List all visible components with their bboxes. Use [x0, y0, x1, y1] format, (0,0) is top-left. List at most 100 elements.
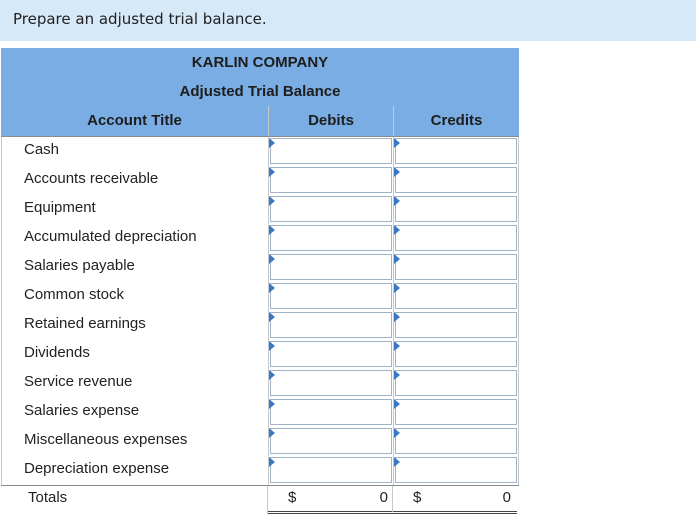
debit-input[interactable] — [270, 196, 392, 222]
entry-marker-icon — [269, 167, 275, 177]
debit-input[interactable] — [270, 457, 392, 483]
totals-debits-currency: $ — [288, 489, 297, 506]
credit-input[interactable] — [395, 225, 517, 251]
entry-marker-icon — [394, 138, 400, 148]
entry-marker-icon — [394, 283, 400, 293]
credit-input[interactable] — [395, 341, 517, 367]
table-row: Salaries payable — [2, 253, 518, 282]
totals-credits-currency: $ — [413, 489, 422, 506]
table-row: Common stock — [2, 282, 518, 311]
table-row: Cash — [2, 137, 518, 166]
entry-marker-icon — [394, 457, 400, 467]
debit-input[interactable] — [270, 138, 392, 164]
table-row: Dividends — [2, 340, 518, 369]
credit-cell — [393, 427, 518, 456]
debit-input[interactable] — [270, 370, 392, 396]
debit-cell — [269, 166, 393, 195]
debit-input[interactable] — [270, 428, 392, 454]
column-header-debits: Debits — [268, 106, 393, 136]
debit-cell — [269, 369, 393, 398]
debit-cell — [269, 137, 393, 166]
debit-input[interactable] — [270, 341, 392, 367]
entry-marker-icon — [394, 196, 400, 206]
credit-input[interactable] — [395, 428, 517, 454]
column-header-account: Account Title — [87, 112, 182, 129]
table-row: Miscellaneous expenses — [2, 427, 518, 456]
debit-input[interactable] — [270, 254, 392, 280]
entry-marker-icon — [269, 312, 275, 322]
table-row: Accumulated depreciation — [2, 224, 518, 253]
entry-marker-icon — [394, 428, 400, 438]
debit-input[interactable] — [270, 167, 392, 193]
debit-cell — [269, 311, 393, 340]
account-title: Equipment — [2, 195, 269, 224]
credit-input[interactable] — [395, 283, 517, 309]
debit-cell — [269, 340, 393, 369]
credit-input[interactable] — [395, 312, 517, 338]
debit-input[interactable] — [270, 312, 392, 338]
credit-cell — [393, 195, 518, 224]
totals-debits-value: 0 — [379, 489, 388, 506]
entry-marker-icon — [394, 254, 400, 264]
credit-cell — [393, 456, 518, 485]
entry-marker-icon — [269, 341, 275, 351]
entry-marker-icon — [269, 399, 275, 409]
credit-input[interactable] — [395, 370, 517, 396]
totals-credits-value: 0 — [502, 489, 511, 506]
company-name: KARLIN COMPANY — [191, 54, 329, 71]
entry-marker-icon — [269, 457, 275, 467]
debit-cell — [269, 398, 393, 427]
account-title: Cash — [2, 137, 269, 166]
debit-input[interactable] — [270, 283, 392, 309]
credit-cell — [393, 253, 518, 282]
credit-input[interactable] — [395, 167, 517, 193]
totals-label: Totals — [1, 486, 268, 514]
table-body: Cash Accounts receivable Equipment Accumula… — [1, 137, 519, 485]
entry-marker-icon — [269, 283, 275, 293]
debit-input[interactable] — [270, 225, 392, 251]
credit-input[interactable] — [395, 457, 517, 483]
table-row: Depreciation expense — [2, 456, 518, 485]
debit-cell — [269, 224, 393, 253]
debit-input[interactable] — [270, 399, 392, 425]
trial-balance-table: KARLIN COMPANY Adjusted Trial Balance Ac… — [1, 48, 519, 514]
account-title: Miscellaneous expenses — [2, 427, 269, 456]
credit-cell — [393, 398, 518, 427]
debit-cell — [269, 456, 393, 485]
table-row: Retained earnings — [2, 311, 518, 340]
table-row: Accounts receivable — [2, 166, 518, 195]
account-title: Service revenue — [2, 369, 269, 398]
debit-cell — [269, 282, 393, 311]
credit-cell — [393, 282, 518, 311]
statement-title: Adjusted Trial Balance — [179, 83, 341, 100]
credit-input[interactable] — [395, 254, 517, 280]
entry-marker-icon — [269, 370, 275, 380]
account-title: Dividends — [2, 340, 269, 369]
table-row: Equipment — [2, 195, 518, 224]
entry-marker-icon — [394, 341, 400, 351]
account-title: Retained earnings — [2, 311, 269, 340]
table-row: Service revenue — [2, 369, 518, 398]
entry-marker-icon — [269, 254, 275, 264]
account-title: Salaries payable — [2, 253, 269, 282]
entry-marker-icon — [269, 138, 275, 148]
column-header-row: Account Title Debits Credits — [1, 106, 519, 137]
table-row: Salaries expense — [2, 398, 518, 427]
account-title: Accounts receivable — [2, 166, 269, 195]
entry-marker-icon — [394, 312, 400, 322]
account-title: Accumulated depreciation — [2, 224, 269, 253]
credit-cell — [393, 311, 518, 340]
table-header: KARLIN COMPANY Adjusted Trial Balance Ac… — [1, 48, 519, 137]
entry-marker-icon — [394, 399, 400, 409]
entry-marker-icon — [394, 225, 400, 235]
credit-input[interactable] — [395, 138, 517, 164]
column-header-credits: Credits — [393, 106, 519, 136]
instruction-text: Prepare an adjusted trial balance. — [13, 10, 267, 28]
totals-credits-cell: $ 0 — [392, 486, 517, 514]
credit-input[interactable] — [395, 196, 517, 222]
credit-input[interactable] — [395, 399, 517, 425]
debit-cell — [269, 253, 393, 282]
account-title: Depreciation expense — [2, 456, 269, 485]
totals-debits-cell: $ 0 — [268, 486, 392, 514]
entry-marker-icon — [394, 167, 400, 177]
